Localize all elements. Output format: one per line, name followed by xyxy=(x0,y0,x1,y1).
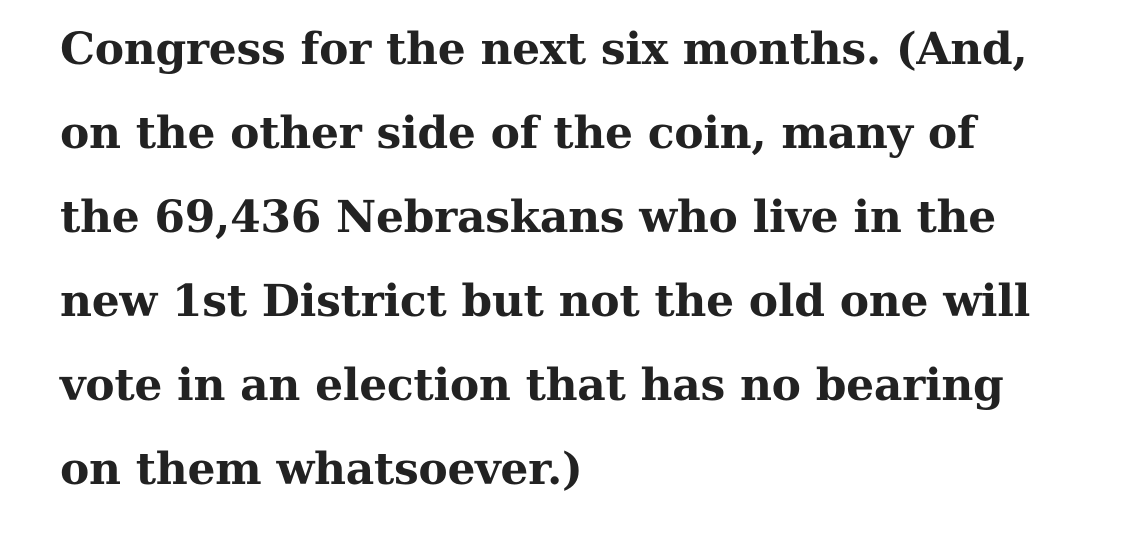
paragraph-line-6: on them whatsoever.) xyxy=(60,444,583,495)
paragraph-line-3: the 69,436 Nebraskans who live in the xyxy=(60,192,996,243)
article-paragraph: Congress for the next six months. (And, … xyxy=(60,8,1100,512)
paragraph-line-4: new 1st District but not the old one wil… xyxy=(60,276,1031,327)
paragraph-line-1: Congress for the next six months. (And, xyxy=(60,24,1028,75)
paragraph-line-5: vote in an election that has no bearing xyxy=(60,360,1004,411)
paragraph-line-2: on the other side of the coin, many of xyxy=(60,108,976,159)
